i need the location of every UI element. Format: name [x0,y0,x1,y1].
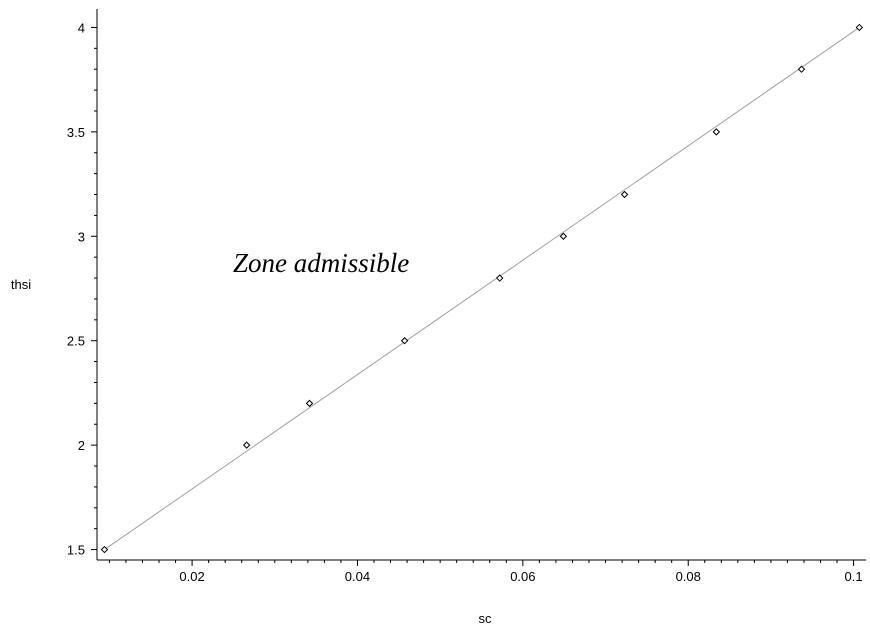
data-point [620,190,629,199]
y-tick-label: 4 [78,20,85,35]
data-point [495,274,504,282]
fit-line-group [104,27,860,550]
y-tick-label: 3 [78,229,85,244]
x-tick-label: 0.06 [510,569,535,584]
data-point [855,23,864,32]
x-tick-label: 0.1 [845,569,863,584]
data-point [242,441,251,449]
y-tick-label: 2.5 [67,334,85,349]
x-tick-label: 0.04 [345,569,370,584]
x-tick-label: 0.02 [179,569,204,584]
boundary-line [104,27,860,550]
axis-ticks: 0.02 0.04 0.06 0.08 0.1 1.5 2 2.5 3 3.5 4 [67,20,863,584]
y-axis-title: thsi [11,277,31,292]
data-point [400,337,409,345]
zone-annotation: Zone admissible [233,248,409,278]
y-tick-label: 1.5 [67,543,85,558]
y-tick-label: 2 [78,438,85,453]
x-tick-label: 0.08 [676,569,701,584]
data-point [559,232,568,240]
data-point [100,545,109,554]
y-tick-label: 3.5 [67,125,85,140]
data-points [100,23,864,554]
data-point [712,128,721,136]
data-point [797,65,806,73]
data-point [305,399,314,408]
x-axis-title: sc [479,611,493,626]
